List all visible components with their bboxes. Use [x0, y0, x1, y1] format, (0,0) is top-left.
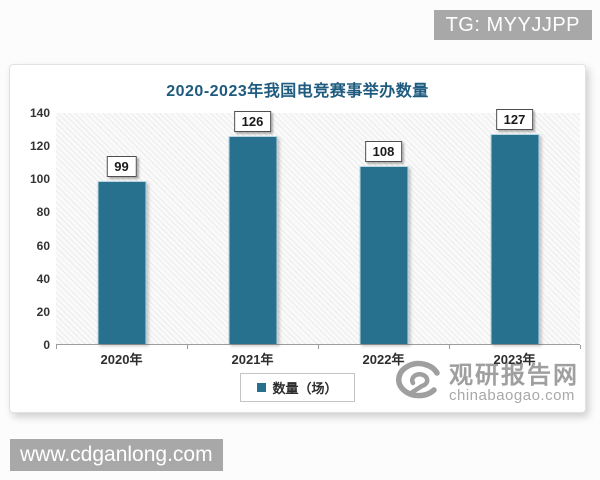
- x-tick-label-2020年: 2020年: [100, 352, 143, 367]
- y-tick-label: 20: [36, 304, 50, 319]
- x-tick-mark: [187, 345, 188, 349]
- website-url-badge: www.cdganlong.com: [10, 439, 223, 471]
- legend-swatch-icon: [257, 383, 267, 392]
- bar-slot: 127: [449, 109, 580, 344]
- y-tick-label: 120: [29, 139, 50, 154]
- chart-card: 2020-2023年我国电竞赛事举办数量 0 20 40 60 80 100 120 140 …: [9, 64, 586, 413]
- y-tick-label: 60: [36, 238, 50, 253]
- bar-2021年: [228, 136, 277, 344]
- bar-2020年: [97, 180, 146, 344]
- watermark-domain: chinabaogao.com: [449, 387, 575, 405]
- y-tick-label: 100: [29, 172, 50, 187]
- chart-title: 2020-2023年我国电竞赛事举办数量: [166, 83, 429, 100]
- y-tick-label: 40: [36, 271, 50, 286]
- watermark-site-name: 观研报告网: [449, 362, 579, 390]
- bar-slot: 108: [318, 113, 449, 344]
- y-tick-label: 80: [36, 205, 50, 220]
- x-tick-mark: [318, 345, 319, 349]
- telegram-contact-badge: TG: MYYJJPP: [433, 10, 592, 40]
- bar-slot: 126: [187, 111, 318, 344]
- plot-area: 99 126 108 127: [56, 109, 581, 349]
- legend: 数量（场）: [10, 373, 585, 402]
- x-tick-label-2023年: 2023年: [493, 352, 536, 367]
- legend-box: 数量（场）: [240, 373, 355, 402]
- x-tick-label-2022年: 2022年: [362, 352, 405, 367]
- watermark: 观研报告网 chinabaogao.com: [391, 360, 579, 409]
- bar-2022年: [359, 165, 408, 344]
- x-tick-label-2021年: 2021年: [231, 352, 274, 367]
- swirl-logo-icon: [391, 360, 443, 409]
- x-tick-mark: [449, 345, 450, 349]
- value-label: 127: [495, 109, 534, 131]
- bar-2023年: [490, 134, 539, 344]
- x-tick-mark: [580, 345, 581, 349]
- value-label: 126: [233, 111, 272, 133]
- x-tick-mark: [56, 345, 57, 349]
- y-axis: 0 20 40 60 80 100 120 140: [10, 106, 54, 352]
- bar-slot: 99: [56, 113, 187, 344]
- y-tick-label: 0: [43, 338, 50, 352]
- value-label: 108: [364, 140, 403, 162]
- y-tick-label: 140: [29, 106, 50, 120]
- watermark-text: 观研报告网 chinabaogao.com: [449, 364, 579, 405]
- legend-label: 数量（场）: [272, 381, 338, 396]
- value-label: 99: [106, 155, 137, 177]
- x-axis: 2020年 2021年 2022年 2023年: [56, 349, 580, 368]
